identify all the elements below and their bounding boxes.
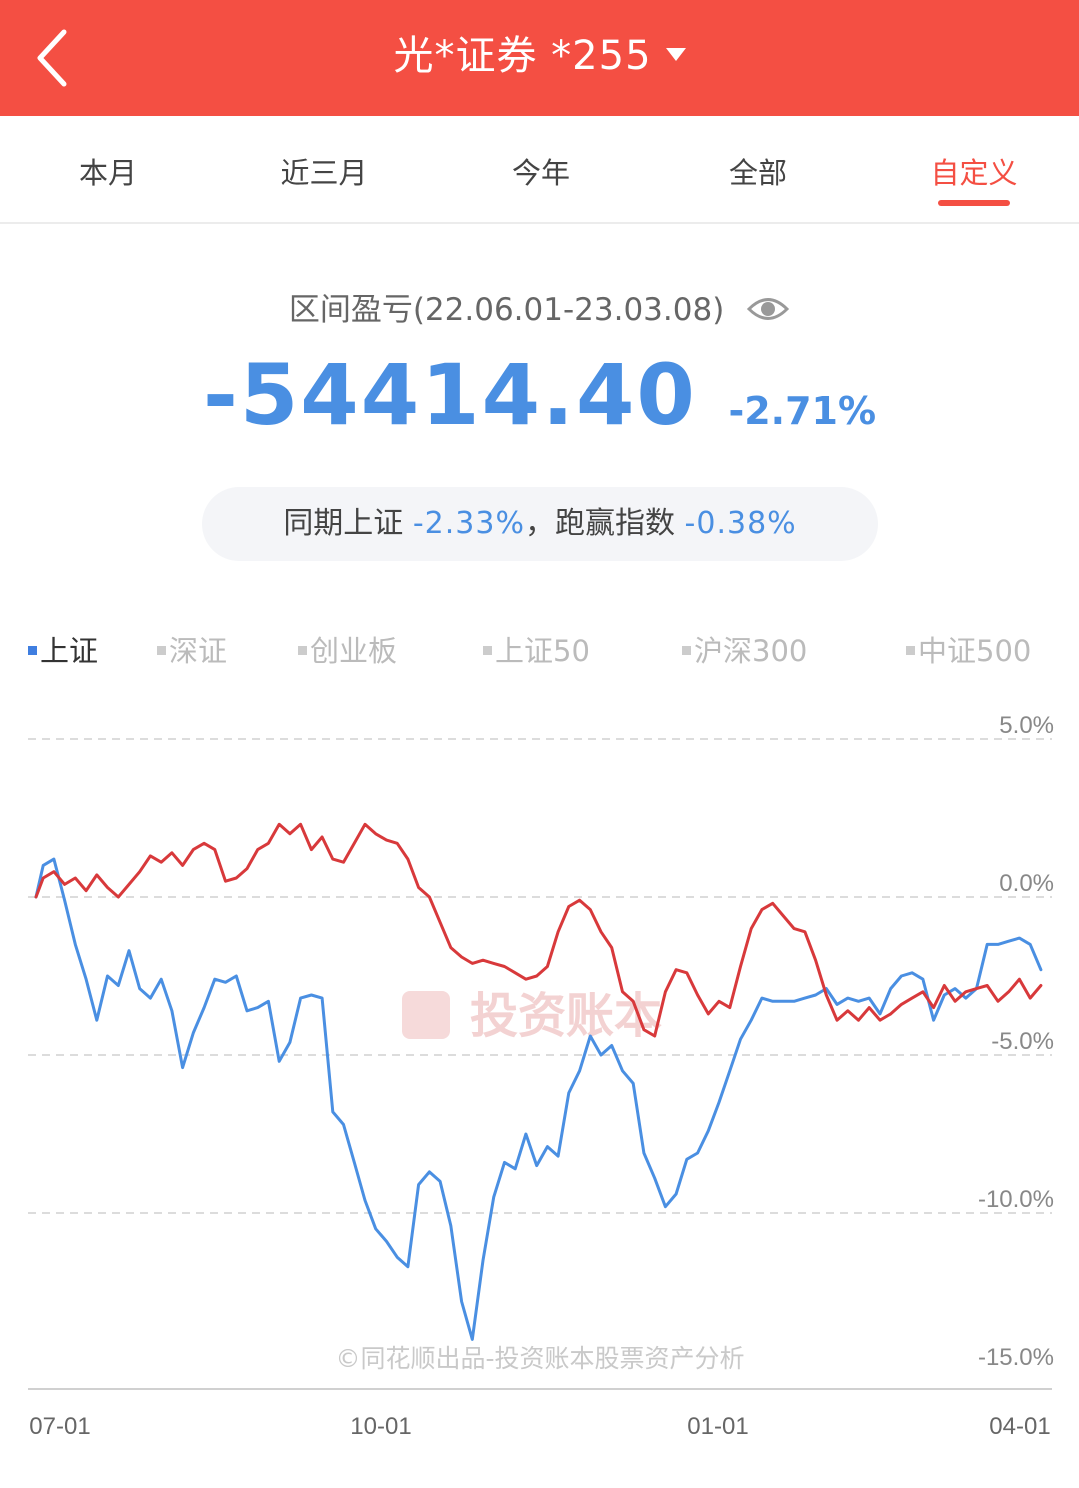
y-tick-label: 0.0% — [999, 870, 1054, 897]
legend-label: 沪深300 — [694, 634, 808, 668]
legend-marker — [298, 645, 307, 655]
y-tick-label: -15.0% — [978, 1344, 1054, 1371]
legend-item-chinext[interactable]: 创业板 — [298, 628, 397, 670]
legend-item-csi500[interactable]: 中证500 — [906, 628, 1031, 670]
top-bar: 光*证券 *255 — [0, 0, 1079, 116]
return-chart: 5.0% 0.0% -5.0% -10.0% -15.0% 投资账本 ©同花顺出品-投资账本… — [28, 712, 1054, 1440]
profit-loss-percent: -2.71% — [728, 389, 877, 433]
legend-item-sse50[interactable]: 上证50 — [483, 628, 590, 670]
compare-mid: ，跑赢指数 — [525, 506, 675, 541]
legend-item-shanghai[interactable]: 上证 — [28, 628, 98, 670]
legend-label: 上证 — [40, 634, 99, 668]
legend-marker — [28, 645, 37, 655]
caret-down-icon — [665, 47, 686, 61]
account-selector[interactable]: 光*证券 *255 — [0, 28, 1079, 84]
legend-label: 深证 — [169, 634, 228, 668]
chart-credit: ©同花顺出品-投资账本股票资产分析 — [335, 1344, 744, 1373]
tab-custom[interactable]: 自定义 — [930, 156, 1018, 190]
period-label: 区间盈亏(22.06.01-23.03.08) — [288, 292, 725, 328]
profit-loss-amount: -54414.40 — [202, 346, 697, 444]
index-comparison-pill: 同期上证 -2.33%，跑赢指数 -0.38% — [202, 487, 878, 561]
legend-marker — [906, 645, 915, 655]
compare-prefix: 同期上证 — [283, 506, 404, 541]
watermark-text: 投资账本 — [470, 988, 662, 1044]
account-series-line — [34, 822, 1043, 1038]
tab-this-month[interactable]: 本月 — [78, 156, 137, 190]
legend-marker — [483, 645, 492, 655]
legend-label: 创业板 — [310, 634, 398, 668]
tab-this-year[interactable]: 今年 — [511, 156, 570, 190]
compare-index-value: -2.33% — [412, 506, 525, 541]
active-tab-indicator — [938, 200, 1010, 206]
y-tick-label: -5.0% — [991, 1028, 1054, 1055]
legend-marker — [682, 645, 691, 655]
legend-item-shenzhen[interactable]: 深证 — [157, 628, 227, 670]
tab-last-three-months[interactable]: 近三月 — [280, 156, 368, 190]
x-tick-label: 04-01 — [989, 1413, 1050, 1440]
x-tick-label: 10-01 — [350, 1413, 411, 1440]
eye-icon[interactable] — [746, 294, 790, 324]
legend-item-csi300[interactable]: 沪深300 — [682, 628, 807, 670]
legend-label: 中证500 — [918, 634, 1032, 668]
chevron-left-icon — [37, 29, 67, 87]
x-tick-label: 01-01 — [687, 1413, 748, 1440]
legend-marker — [157, 645, 166, 655]
legend-label: 上证50 — [495, 634, 590, 668]
x-tick-label: 07-01 — [29, 1413, 90, 1440]
compare-beat-value: -0.38% — [684, 506, 797, 541]
y-tick-label: -10.0% — [978, 1186, 1054, 1213]
period-tabs: 本月 近三月 今年 全部 自定义 — [0, 116, 1079, 224]
watermark-logo-icon — [402, 991, 450, 1039]
tab-all[interactable]: 全部 — [728, 156, 787, 190]
index-series-line — [34, 857, 1043, 1341]
period-label-row: 区间盈亏(22.06.01-23.03.08) — [0, 284, 1079, 329]
back-button[interactable] — [24, 18, 94, 98]
profit-loss-row: -54414.40 -2.71% — [0, 346, 1079, 444]
y-tick-label: 5.0% — [999, 712, 1054, 739]
account-title: 光*证券 *255 — [393, 33, 652, 79]
